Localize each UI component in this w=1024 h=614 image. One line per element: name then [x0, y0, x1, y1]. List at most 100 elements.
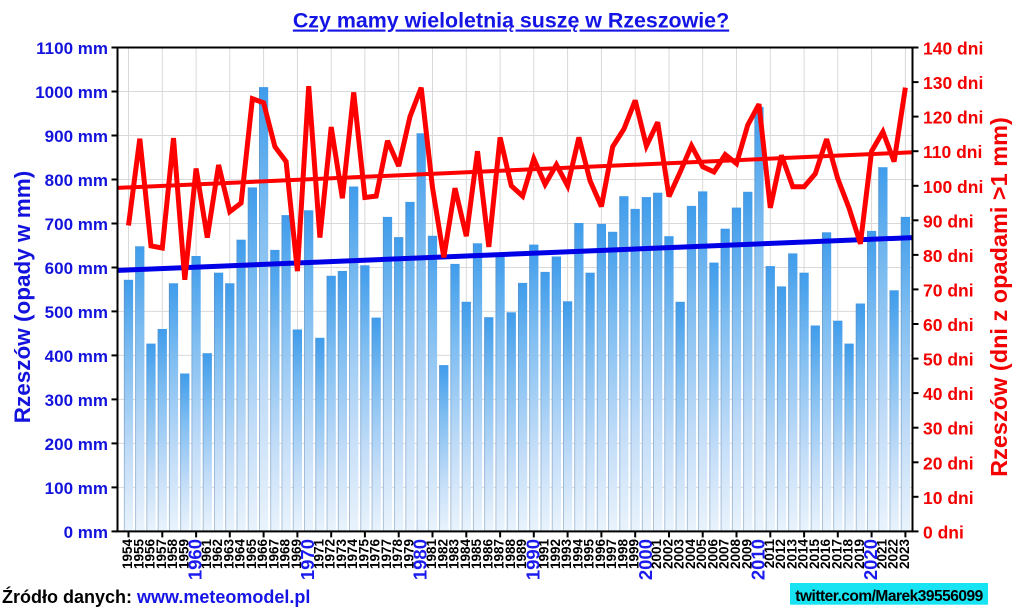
svg-text:1976: 1976 — [368, 539, 383, 570]
svg-text:2020: 2020 — [860, 539, 881, 580]
svg-text:2015: 2015 — [807, 539, 822, 570]
svg-text:1973: 1973 — [334, 539, 349, 570]
svg-text:110 dni: 110 dni — [923, 142, 982, 162]
svg-text:2004: 2004 — [683, 539, 698, 570]
svg-text:1989: 1989 — [514, 539, 529, 569]
svg-text:2011: 2011 — [762, 539, 777, 569]
svg-text:1987: 1987 — [492, 539, 507, 569]
svg-text:1999: 1999 — [627, 539, 642, 569]
svg-text:20 dni: 20 dni — [923, 453, 974, 473]
svg-text:800 mm: 800 mm — [45, 171, 108, 190]
svg-text:twitter.com/Marek39556099: twitter.com/Marek39556099 — [795, 588, 983, 605]
svg-text:2014: 2014 — [796, 539, 811, 570]
svg-text:2009: 2009 — [739, 539, 754, 569]
svg-text:100 dni: 100 dni — [923, 177, 983, 197]
svg-text:120 dni: 120 dni — [923, 108, 983, 128]
svg-text:500 mm: 500 mm — [45, 303, 108, 322]
svg-text:200 mm: 200 mm — [45, 435, 108, 454]
svg-text:80 dni: 80 dni — [923, 246, 974, 266]
svg-text:Czy mamy wieloletnią suszę w R: Czy mamy wieloletnią suszę w Rzeszowie? — [293, 9, 729, 33]
svg-text:1977: 1977 — [379, 539, 394, 569]
svg-text:140 dni: 140 dni — [923, 39, 983, 59]
svg-text:1968: 1968 — [278, 539, 293, 570]
svg-text:2022: 2022 — [886, 539, 901, 569]
svg-text:1997: 1997 — [604, 539, 619, 569]
svg-text:2002: 2002 — [661, 539, 676, 569]
svg-text:1964: 1964 — [233, 539, 248, 570]
svg-text:1971: 1971 — [311, 539, 326, 570]
svg-text:1981: 1981 — [424, 539, 439, 570]
svg-text:70 dni: 70 dni — [923, 280, 974, 300]
svg-text:2000: 2000 — [635, 539, 656, 580]
svg-text:2010: 2010 — [748, 539, 769, 580]
svg-text:700 mm: 700 mm — [45, 215, 108, 234]
svg-text:1985: 1985 — [469, 539, 484, 570]
svg-text:2017: 2017 — [829, 539, 844, 569]
svg-text:1962: 1962 — [210, 539, 225, 569]
svg-text:Źródło danych: www.meteomodel.: Źródło danych: www.meteomodel.pl — [2, 586, 310, 607]
svg-text:1957: 1957 — [154, 539, 169, 569]
svg-text:2018: 2018 — [841, 539, 856, 570]
svg-text:50 dni: 50 dni — [923, 350, 974, 370]
svg-text:300 mm: 300 mm — [45, 391, 108, 410]
svg-text:400 mm: 400 mm — [45, 347, 108, 366]
svg-text:10 dni: 10 dni — [923, 488, 974, 508]
svg-text:2008: 2008 — [728, 539, 743, 570]
svg-text:900 mm: 900 mm — [45, 127, 108, 146]
svg-text:1993: 1993 — [559, 539, 574, 570]
svg-text:1965: 1965 — [244, 539, 259, 570]
svg-text:Rzeszów (dni z opadami >1 mm): Rzeszów (dni z opadami >1 mm) — [986, 117, 1012, 477]
svg-text:1970: 1970 — [297, 539, 318, 580]
svg-text:40 dni: 40 dni — [923, 384, 974, 404]
svg-text:60 dni: 60 dni — [923, 315, 974, 335]
svg-text:1956: 1956 — [143, 539, 158, 570]
svg-text:100 mm: 100 mm — [45, 479, 108, 498]
svg-text:1988: 1988 — [503, 539, 518, 570]
svg-text:1969: 1969 — [289, 539, 304, 569]
svg-text:1000 mm: 1000 mm — [35, 83, 108, 102]
svg-text:130 dni: 130 dni — [923, 73, 983, 93]
svg-text:2013: 2013 — [784, 539, 799, 570]
svg-text:2006: 2006 — [706, 539, 721, 570]
svg-text:2021: 2021 — [874, 539, 889, 570]
svg-text:1958: 1958 — [165, 539, 180, 570]
svg-text:0 dni: 0 dni — [923, 522, 964, 542]
svg-text:2005: 2005 — [694, 539, 709, 570]
svg-text:1972: 1972 — [323, 539, 338, 569]
svg-text:1967: 1967 — [266, 539, 281, 569]
svg-text:2012: 2012 — [773, 539, 788, 569]
svg-text:2019: 2019 — [852, 539, 867, 569]
svg-text:1983: 1983 — [447, 539, 462, 570]
svg-text:1955: 1955 — [131, 539, 146, 570]
svg-text:30 dni: 30 dni — [923, 419, 974, 439]
svg-text:Rzeszów (opady w mm): Rzeszów (opady w mm) — [10, 171, 35, 424]
svg-text:1959: 1959 — [176, 539, 191, 569]
svg-text:2003: 2003 — [672, 539, 687, 570]
svg-text:1994: 1994 — [570, 539, 585, 570]
svg-text:2023: 2023 — [897, 539, 912, 570]
svg-text:1984: 1984 — [458, 539, 473, 570]
svg-text:1978: 1978 — [390, 539, 405, 570]
svg-text:1982: 1982 — [435, 539, 450, 569]
svg-text:1980: 1980 — [410, 539, 431, 580]
svg-text:1974: 1974 — [345, 539, 360, 570]
svg-text:1996: 1996 — [593, 539, 608, 570]
svg-text:1963: 1963 — [221, 539, 236, 570]
svg-text:1954: 1954 — [120, 539, 135, 570]
svg-text:1998: 1998 — [615, 539, 630, 570]
svg-text:600 mm: 600 mm — [45, 259, 108, 278]
svg-text:1986: 1986 — [480, 539, 495, 570]
svg-text:90 dni: 90 dni — [923, 211, 974, 231]
svg-text:2007: 2007 — [717, 539, 732, 569]
svg-text:1995: 1995 — [582, 539, 597, 570]
svg-text:1960: 1960 — [185, 539, 206, 580]
svg-text:1966: 1966 — [255, 539, 270, 570]
svg-text:1992: 1992 — [548, 539, 563, 569]
svg-text:1990: 1990 — [522, 539, 543, 580]
svg-text:2001: 2001 — [649, 539, 664, 570]
svg-text:1100 mm: 1100 mm — [36, 39, 108, 58]
svg-text:1991: 1991 — [537, 539, 552, 570]
svg-text:2016: 2016 — [818, 539, 833, 570]
svg-text:0 mm: 0 mm — [64, 523, 108, 542]
svg-text:1961: 1961 — [199, 539, 214, 570]
